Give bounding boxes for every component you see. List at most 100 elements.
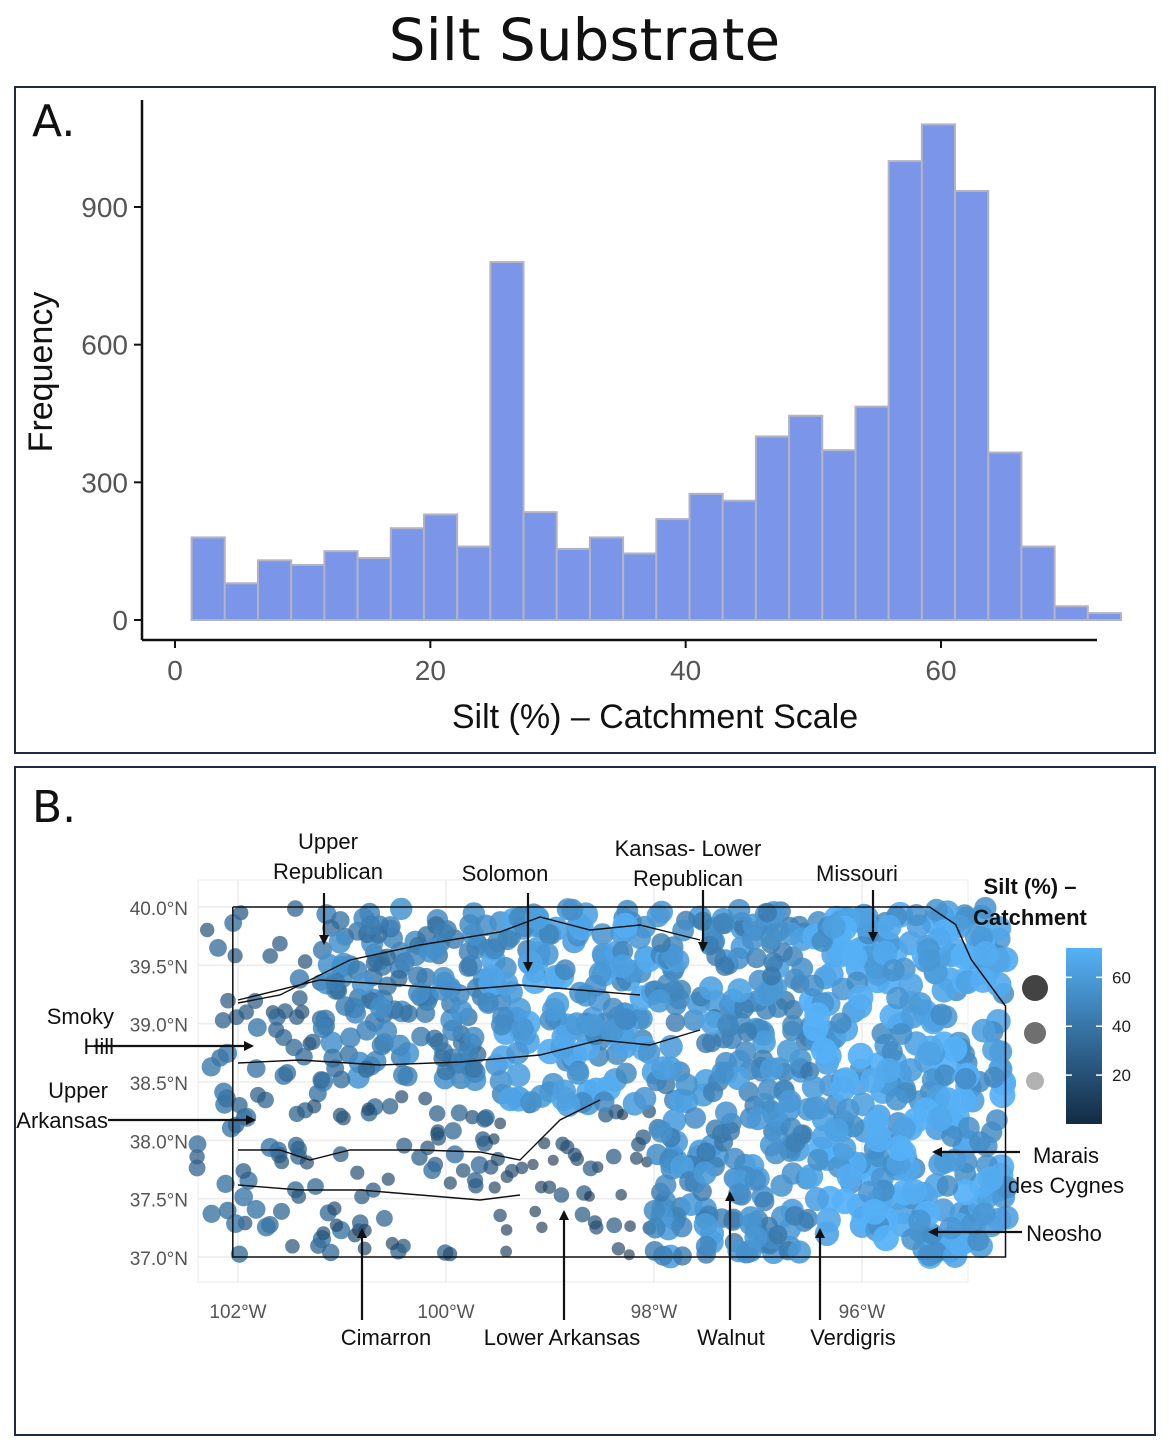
sample-site-point [645,1217,666,1239]
map-x-tick-label: 96°W [839,1302,886,1323]
sample-site-point [967,1229,990,1252]
sample-site-point [504,1163,519,1178]
sample-site-point [273,1202,290,1220]
sample-site-point [872,1225,899,1252]
sample-site-point [552,1079,577,1104]
sample-site-point [561,898,584,921]
histogram-y-axis-label: Frequency [22,292,60,453]
map-points [188,896,1019,1269]
sample-site-point [277,1003,293,1019]
sample-site-point [777,1098,801,1122]
sample-site-point [954,1067,977,1090]
sample-site-point [434,1042,454,1062]
sample-site-point [655,1174,677,1196]
sample-site-point [836,1163,862,1189]
sample-site-point [408,966,428,986]
legend-title: Silt (%) – [984,874,1077,899]
histogram-x-tick-label: 0 [167,655,183,686]
sample-site-point [442,1246,458,1262]
sample-site-point [506,1063,531,1088]
sample-site-point [612,912,638,939]
sample-site-point [378,976,397,996]
sample-site-point [285,1038,303,1057]
sample-site-point [614,1008,636,1030]
sample-site-point [927,1106,953,1132]
basin-label: Neosho [1026,1221,1102,1246]
histogram-y-tick-label: 600 [81,330,128,361]
sample-site-point [316,1226,331,1241]
sample-site-point [201,1057,221,1077]
sample-site-point [717,1014,739,1035]
sample-site-point [763,952,784,972]
sample-site-point [591,923,614,946]
sample-site-point [488,1133,500,1145]
sample-site-point [822,914,846,939]
sample-site-point [829,1076,856,1102]
sample-site-point [312,1071,331,1089]
sample-site-point [950,943,977,970]
sample-site-point [770,1174,793,1197]
sample-site-point [759,1057,784,1081]
sample-site-point [250,1086,266,1103]
histogram-bar [1086,612,1123,621]
sample-site-point [916,1041,942,1066]
sample-site-point [493,1208,507,1223]
map-y-tick-label: 37.0°N [130,1249,188,1270]
sample-site-point [365,954,384,972]
sample-site-point [886,986,909,1010]
sample-site-point [891,1116,916,1141]
sample-site-point [356,1020,377,1041]
sample-site-point [746,1107,770,1131]
sample-site-point [553,1187,570,1203]
sample-site-point [381,1098,399,1115]
sample-site-point [464,1059,484,1078]
panel-b-label: B. [32,782,77,833]
sample-site-point [200,922,215,938]
histogram-y-tick-label: 900 [81,192,128,223]
sample-site-point [810,1037,837,1064]
sample-site-point [547,1154,559,1166]
sample-site-point [307,1178,324,1195]
map-x-tick-label: 100°W [417,1302,474,1323]
sample-site-point [908,1209,931,1233]
map-y-tick-label: 38.0°N [130,1132,188,1153]
sample-site-point [365,1182,381,1198]
histogram-bar [887,160,923,621]
sample-site-point [376,1210,393,1227]
sample-site-point [760,927,783,950]
legend-colorbar-label: 40 [1112,1017,1131,1036]
sample-site-point [396,1137,413,1154]
histogram-bar [655,518,691,621]
sample-site-point [973,941,999,967]
sample-site-point [881,1041,903,1063]
sample-site-point [445,1145,464,1164]
sample-site-point [262,948,279,964]
sample-site-point [444,1122,462,1140]
sample-site-point [727,978,752,1003]
sample-site-point [542,998,566,1022]
sample-site-point [328,931,351,954]
sample-site-point [672,919,694,942]
sample-site-point [737,1022,757,1042]
sample-site-point [811,1124,837,1150]
sample-site-point [332,1070,351,1089]
sample-site-point [554,959,576,981]
sample-site-point [752,1030,776,1054]
sample-site-point [527,1158,539,1171]
histogram-bar [821,449,857,622]
sample-site-point [975,1135,998,1158]
sample-site-point [672,1246,693,1266]
sample-site-point [462,923,485,946]
sample-site-point [734,998,754,1019]
sample-site-point [633,1086,657,1110]
sample-site-point [357,1241,372,1256]
sample-site-point [742,913,765,937]
sample-site-point [188,1159,206,1177]
sample-site-point [291,1189,307,1204]
basin-label: Lower Arkansas [484,1325,641,1350]
sample-site-point [489,1070,513,1093]
sample-site-point [457,1042,479,1064]
sample-site-point [529,1205,541,1218]
sample-site-point [925,898,948,922]
